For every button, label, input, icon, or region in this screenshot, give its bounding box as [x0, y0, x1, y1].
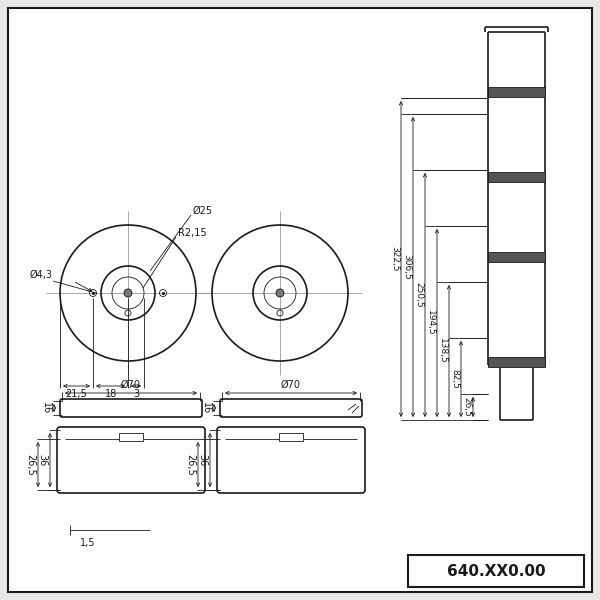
Circle shape: [124, 289, 132, 297]
Text: 306,5: 306,5: [402, 254, 411, 280]
Text: 3: 3: [133, 389, 139, 399]
Bar: [488, 172, 545, 182]
Text: Ø25: Ø25: [193, 206, 213, 216]
Text: 21,5: 21,5: [65, 389, 88, 399]
Circle shape: [276, 289, 284, 297]
Bar: [119, 433, 143, 441]
Bar: [279, 433, 303, 441]
Text: 36: 36: [197, 454, 207, 466]
Text: 640.XX0.00: 640.XX0.00: [446, 563, 545, 578]
Text: 36: 36: [37, 454, 47, 466]
Bar: [488, 252, 545, 262]
Text: Ø70: Ø70: [281, 380, 301, 390]
FancyBboxPatch shape: [57, 427, 205, 493]
FancyBboxPatch shape: [60, 399, 202, 417]
Text: 322,5: 322,5: [390, 246, 399, 272]
Text: 18: 18: [105, 389, 117, 399]
FancyBboxPatch shape: [220, 399, 362, 417]
Text: 194,5: 194,5: [426, 310, 435, 336]
Bar: [488, 357, 545, 367]
Text: R2,15: R2,15: [178, 228, 206, 238]
Bar: [488, 87, 545, 97]
Text: 16: 16: [201, 402, 211, 414]
Text: 138,5: 138,5: [438, 338, 447, 364]
Text: 26,5: 26,5: [185, 454, 195, 475]
Text: 26,5: 26,5: [462, 397, 471, 417]
Text: Ø4,3: Ø4,3: [30, 270, 53, 280]
Text: 250,5: 250,5: [414, 282, 423, 308]
Text: 82,5: 82,5: [450, 369, 459, 389]
Text: 1,5: 1,5: [80, 538, 95, 548]
FancyBboxPatch shape: [217, 427, 365, 493]
Text: 16: 16: [41, 402, 51, 414]
Text: 26,5: 26,5: [25, 454, 35, 475]
Text: Ø70: Ø70: [121, 380, 141, 390]
Bar: [408, 555, 584, 587]
